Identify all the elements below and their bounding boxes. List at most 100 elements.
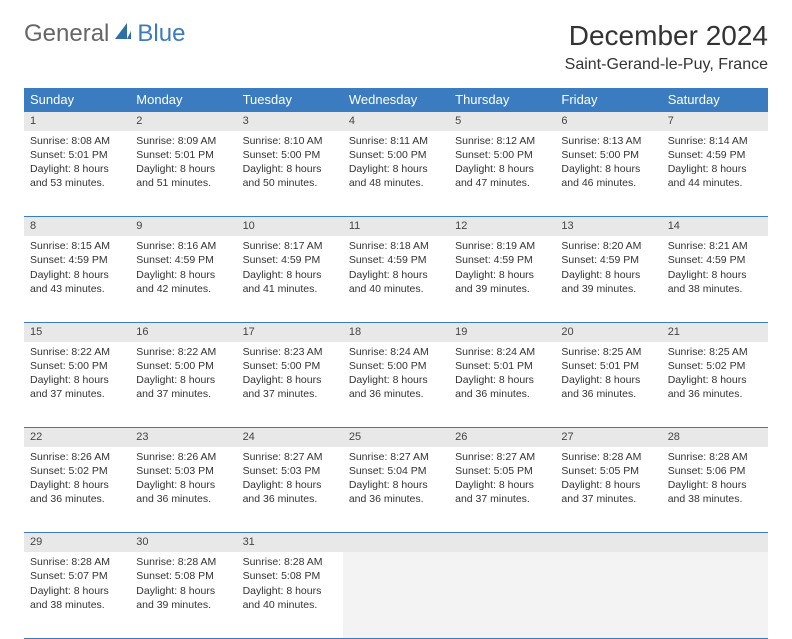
day-sr: Sunrise: 8:14 AM: [668, 134, 762, 148]
day-d2: and 44 minutes.: [668, 176, 762, 190]
week-content-row: Sunrise: 8:26 AMSunset: 5:02 PMDaylight:…: [24, 447, 768, 533]
header: General Blue December 2024 Saint-Gerand-…: [24, 20, 768, 74]
day-d2: and 40 minutes.: [349, 282, 443, 296]
day-d2: and 42 minutes.: [136, 282, 230, 296]
day-sr: Sunrise: 8:25 AM: [668, 345, 762, 359]
day-sr: Sunrise: 8:28 AM: [561, 450, 655, 464]
day-cell: Sunrise: 8:28 AMSunset: 5:06 PMDaylight:…: [662, 447, 768, 533]
weekday-header: Friday: [555, 88, 661, 112]
day-number-cell: 26: [449, 428, 555, 447]
day-ss: Sunset: 5:02 PM: [30, 464, 124, 478]
day-sr: Sunrise: 8:27 AM: [455, 450, 549, 464]
day-number-cell: 7: [662, 112, 768, 131]
day-cell: Sunrise: 8:10 AMSunset: 5:00 PMDaylight:…: [237, 131, 343, 217]
day-ss: Sunset: 5:00 PM: [30, 359, 124, 373]
daynum-row: 22232425262728: [24, 428, 768, 447]
day-d2: and 36 minutes.: [136, 492, 230, 506]
day-ss: Sunset: 5:01 PM: [30, 148, 124, 162]
day-sr: Sunrise: 8:28 AM: [136, 555, 230, 569]
day-number-cell: 15: [24, 322, 130, 341]
day-number-cell: 31: [237, 533, 343, 552]
day-d2: and 37 minutes.: [136, 387, 230, 401]
day-sr: Sunrise: 8:08 AM: [30, 134, 124, 148]
day-number-cell: 1: [24, 112, 130, 131]
day-ss: Sunset: 5:01 PM: [455, 359, 549, 373]
day-ss: Sunset: 5:05 PM: [561, 464, 655, 478]
day-d1: Daylight: 8 hours: [136, 268, 230, 282]
logo: General Blue: [24, 20, 185, 48]
day-ss: Sunset: 5:04 PM: [349, 464, 443, 478]
day-d1: Daylight: 8 hours: [30, 478, 124, 492]
day-d2: and 36 minutes.: [455, 387, 549, 401]
day-d1: Daylight: 8 hours: [243, 268, 337, 282]
day-d1: Daylight: 8 hours: [561, 268, 655, 282]
day-cell: Sunrise: 8:21 AMSunset: 4:59 PMDaylight:…: [662, 236, 768, 322]
day-cell: Sunrise: 8:22 AMSunset: 5:00 PMDaylight:…: [24, 342, 130, 428]
day-d2: and 37 minutes.: [455, 492, 549, 506]
day-d2: and 38 minutes.: [668, 282, 762, 296]
day-ss: Sunset: 5:00 PM: [349, 148, 443, 162]
day-ss: Sunset: 4:59 PM: [243, 253, 337, 267]
day-number-cell: 22: [24, 428, 130, 447]
day-cell: Sunrise: 8:12 AMSunset: 5:00 PMDaylight:…: [449, 131, 555, 217]
day-d1: Daylight: 8 hours: [668, 162, 762, 176]
day-d1: Daylight: 8 hours: [668, 478, 762, 492]
day-ss: Sunset: 5:00 PM: [136, 359, 230, 373]
week-content-row: Sunrise: 8:15 AMSunset: 4:59 PMDaylight:…: [24, 236, 768, 322]
day-cell: Sunrise: 8:08 AMSunset: 5:01 PMDaylight:…: [24, 131, 130, 217]
logo-text-blue: Blue: [137, 20, 185, 48]
day-d1: Daylight: 8 hours: [561, 478, 655, 492]
day-number-cell: 28: [662, 428, 768, 447]
day-sr: Sunrise: 8:11 AM: [349, 134, 443, 148]
calendar-table: SundayMondayTuesdayWednesdayThursdayFrid…: [24, 88, 768, 639]
day-sr: Sunrise: 8:27 AM: [243, 450, 337, 464]
day-number-cell: [343, 533, 449, 552]
day-d1: Daylight: 8 hours: [136, 478, 230, 492]
day-sr: Sunrise: 8:19 AM: [455, 239, 549, 253]
day-sr: Sunrise: 8:24 AM: [349, 345, 443, 359]
day-d2: and 46 minutes.: [561, 176, 655, 190]
day-number-cell: 18: [343, 322, 449, 341]
day-d2: and 38 minutes.: [668, 492, 762, 506]
day-number-cell: 24: [237, 428, 343, 447]
day-number-cell: 27: [555, 428, 661, 447]
day-d1: Daylight: 8 hours: [30, 162, 124, 176]
day-cell: Sunrise: 8:28 AMSunset: 5:07 PMDaylight:…: [24, 552, 130, 638]
day-d2: and 36 minutes.: [561, 387, 655, 401]
day-sr: Sunrise: 8:18 AM: [349, 239, 443, 253]
day-d2: and 40 minutes.: [243, 598, 337, 612]
weekday-header: Wednesday: [343, 88, 449, 112]
weekday-header: Saturday: [662, 88, 768, 112]
day-number-cell: 11: [343, 217, 449, 236]
day-number-cell: 9: [130, 217, 236, 236]
day-d1: Daylight: 8 hours: [243, 162, 337, 176]
day-ss: Sunset: 5:08 PM: [136, 569, 230, 583]
week-content-row: Sunrise: 8:28 AMSunset: 5:07 PMDaylight:…: [24, 552, 768, 638]
day-d2: and 37 minutes.: [30, 387, 124, 401]
day-cell: Sunrise: 8:18 AMSunset: 4:59 PMDaylight:…: [343, 236, 449, 322]
day-sr: Sunrise: 8:26 AM: [30, 450, 124, 464]
day-d2: and 37 minutes.: [561, 492, 655, 506]
day-cell: Sunrise: 8:28 AMSunset: 5:08 PMDaylight:…: [237, 552, 343, 638]
day-sr: Sunrise: 8:23 AM: [243, 345, 337, 359]
day-d2: and 50 minutes.: [243, 176, 337, 190]
day-cell: Sunrise: 8:27 AMSunset: 5:04 PMDaylight:…: [343, 447, 449, 533]
day-ss: Sunset: 5:05 PM: [455, 464, 549, 478]
logo-text-general: General: [24, 20, 109, 48]
day-cell: Sunrise: 8:28 AMSunset: 5:05 PMDaylight:…: [555, 447, 661, 533]
day-cell: Sunrise: 8:22 AMSunset: 5:00 PMDaylight:…: [130, 342, 236, 428]
day-number-cell: 23: [130, 428, 236, 447]
day-sr: Sunrise: 8:20 AM: [561, 239, 655, 253]
day-number-cell: 19: [449, 322, 555, 341]
day-sr: Sunrise: 8:27 AM: [349, 450, 443, 464]
day-number-cell: 8: [24, 217, 130, 236]
day-sr: Sunrise: 8:13 AM: [561, 134, 655, 148]
day-cell: Sunrise: 8:20 AMSunset: 4:59 PMDaylight:…: [555, 236, 661, 322]
day-cell: Sunrise: 8:25 AMSunset: 5:01 PMDaylight:…: [555, 342, 661, 428]
day-number-cell: 3: [237, 112, 343, 131]
day-d2: and 43 minutes.: [30, 282, 124, 296]
day-cell: Sunrise: 8:25 AMSunset: 5:02 PMDaylight:…: [662, 342, 768, 428]
weekday-header-row: SundayMondayTuesdayWednesdayThursdayFrid…: [24, 88, 768, 112]
day-sr: Sunrise: 8:25 AM: [561, 345, 655, 359]
day-d1: Daylight: 8 hours: [561, 373, 655, 387]
